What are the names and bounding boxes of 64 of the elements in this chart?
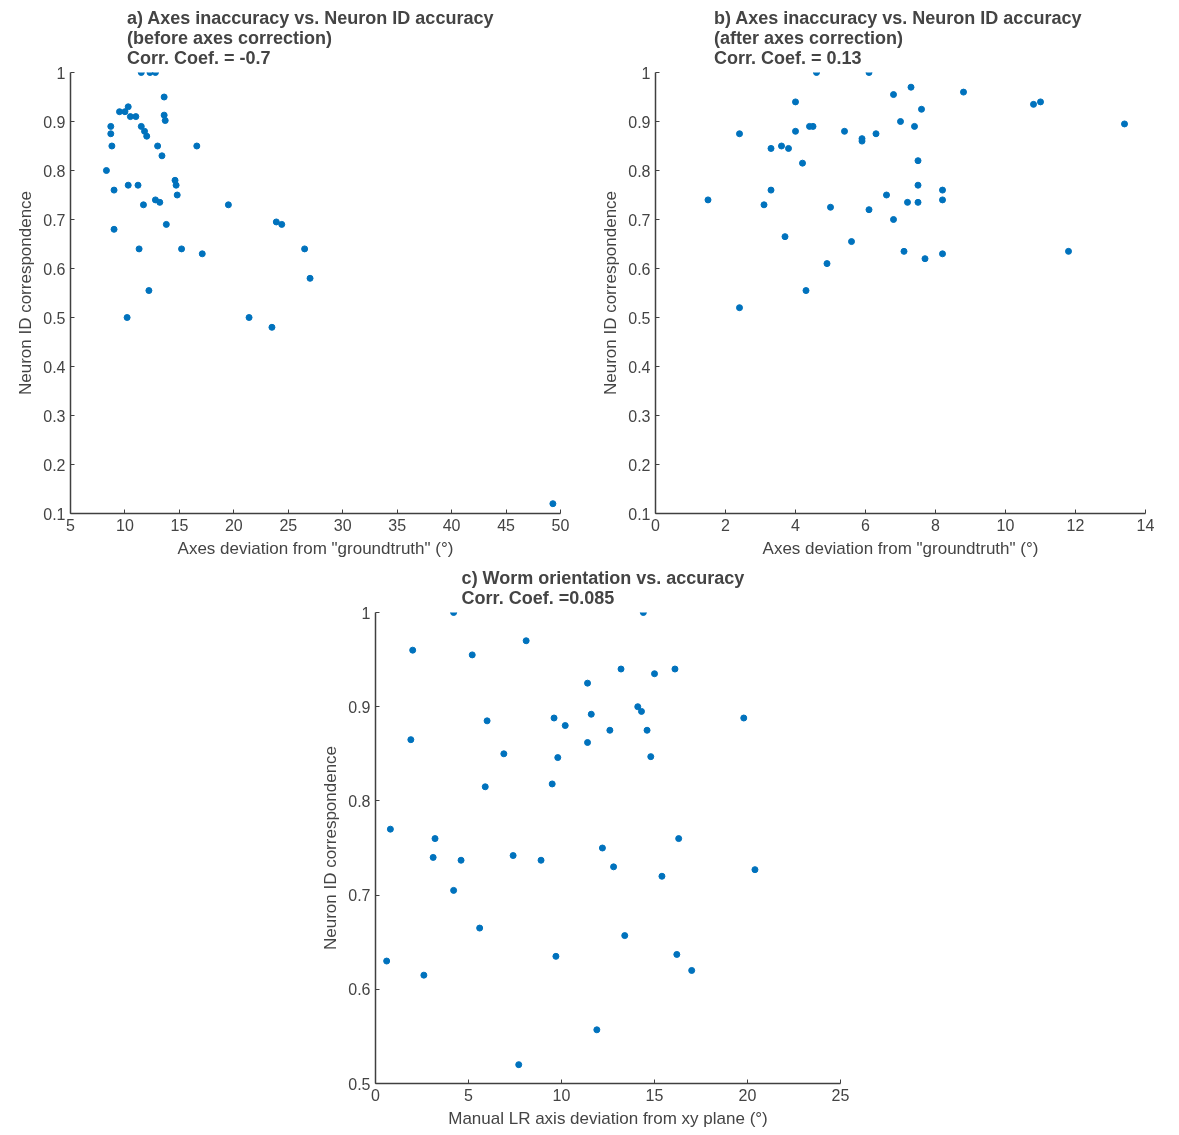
- text: Corr. Coef. =0.085: [461, 587, 615, 608]
- y-tick-label: 0.8: [348, 792, 371, 810]
- x-tick-label: 10: [116, 516, 134, 534]
- x-tick-label: 6: [861, 516, 871, 534]
- y-tick-label: 0.1: [43, 505, 66, 523]
- x-axis-title: Axes deviation from "groundtruth" (°): [762, 538, 1039, 558]
- text: Corr. Coef. = 0.13: [713, 47, 862, 68]
- chart-title: a) Axes inaccuracy vs. Neuron ID accuracy: [126, 7, 494, 28]
- x-tick-label: 25: [279, 516, 298, 534]
- x-tick-label: 30: [333, 516, 352, 534]
- y-tick-label: 0.7: [628, 211, 651, 229]
- x-tick-label: 35: [388, 516, 407, 534]
- x-tick-label: 50: [551, 516, 570, 534]
- y-tick-label: 0.9: [628, 113, 651, 131]
- y-tick-label: 0.9: [348, 698, 371, 716]
- x-tick-label: 10: [996, 516, 1015, 534]
- y-tick-label: 0.6: [43, 260, 66, 278]
- y-tick-label: 0.5: [628, 309, 651, 327]
- y-tick-label: 1: [361, 604, 371, 622]
- x-tick-label: 40: [442, 516, 461, 534]
- y-tick-label: 0.1: [628, 505, 651, 523]
- x-tick-label: 5: [464, 1086, 474, 1104]
- y-axis-title: Neuron ID correspondence: [601, 190, 621, 396]
- y-axis-title: Neuron ID correspondence: [16, 190, 36, 396]
- y-tick-label: 0.8: [628, 162, 651, 180]
- chart-subtitle: (before axes correction): [126, 27, 332, 48]
- x-tick-label: 45: [497, 516, 516, 534]
- y-axis-title: Neuron ID correspondence: [321, 745, 341, 951]
- y-tick-label: 0.4: [628, 358, 651, 376]
- x-axis-title: Manual LR axis deviation from xy plane (°): [448, 1108, 768, 1128]
- y-tick-label: 0.3: [628, 407, 651, 425]
- x-tick-label: 0: [651, 516, 661, 534]
- y-tick-label: 0.2: [628, 456, 651, 474]
- x-tick-label: 4: [791, 516, 801, 534]
- y-tick-label: 1: [56, 64, 66, 82]
- x-axis-title: Axes deviation from "groundtruth" (°): [177, 538, 454, 558]
- x-tick-label: 14: [1136, 516, 1155, 534]
- y-tick-label: 0.5: [43, 309, 66, 327]
- x-tick-label: 20: [224, 516, 243, 534]
- y-tick-label: 0.6: [628, 260, 651, 278]
- y-tick-label: 0.2: [43, 456, 66, 474]
- x-tick-label: 15: [170, 516, 189, 534]
- y-tick-label: 0.8: [43, 162, 66, 180]
- x-tick-label: 5: [66, 516, 76, 534]
- x-tick-label: 2: [721, 516, 731, 534]
- y-tick-label: 0.3: [43, 407, 66, 425]
- y-tick-label: 0.9: [43, 113, 66, 131]
- x-tick-label: 20: [738, 1086, 757, 1104]
- y-tick-label: 0.6: [348, 981, 371, 999]
- chart-title: c) Worm orientation vs. accuracy: [461, 567, 745, 588]
- text: Corr. Coef. = -0.7: [126, 47, 271, 68]
- y-tick-label: 0.4: [43, 358, 66, 376]
- x-tick-label: 15: [645, 1086, 664, 1104]
- y-tick-label: 1: [641, 64, 651, 82]
- x-tick-label: 10: [552, 1086, 571, 1104]
- y-tick-label: 0.7: [348, 887, 371, 905]
- x-tick-label: 8: [931, 516, 941, 534]
- chart-title: b) Axes inaccuracy vs. Neuron ID accuracy: [713, 7, 1082, 28]
- x-tick-label: 12: [1066, 516, 1085, 534]
- y-tick-label: 0.7: [43, 211, 66, 229]
- x-tick-label: 0: [371, 1086, 381, 1104]
- x-tick-label: 25: [831, 1086, 850, 1104]
- y-tick-label: 0.5: [348, 1075, 371, 1093]
- chart-subtitle: (after axes correction): [713, 27, 903, 48]
